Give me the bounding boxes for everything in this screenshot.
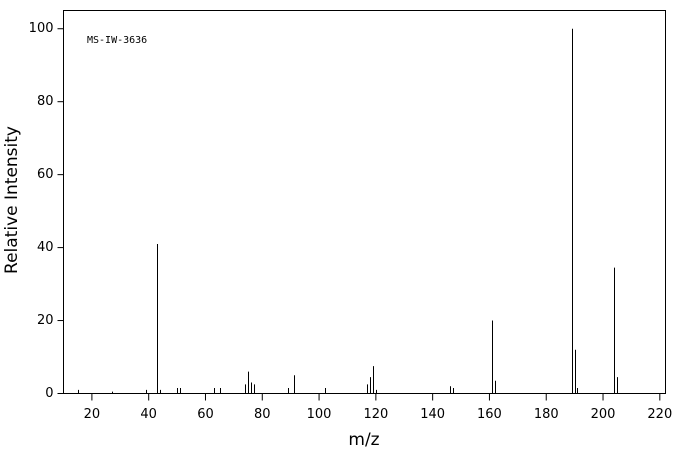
y-tick-label: 60 [37,167,54,182]
x-tick-label: 200 [591,407,616,422]
y-axis-label: Relative Intensity [2,126,22,274]
x-tick-label: 220 [647,407,672,422]
y-tick-label: 80 [37,94,54,109]
x-tick-label: 60 [197,407,214,422]
annotation: MS-IW-3636 [87,35,147,46]
y-tick-label: 20 [37,313,54,328]
y-tick-label: 0 [45,386,53,401]
x-axis-label: m/z [348,430,379,450]
x-tick-label: 20 [84,407,101,422]
x-tick-label: 180 [534,407,559,422]
x-tick-label: 160 [477,407,502,422]
y-tick-label: 100 [29,21,54,36]
y-tick-label: 40 [37,240,54,255]
x-tick-label: 80 [254,407,271,422]
x-tick-label: 40 [140,407,157,422]
plot-frame [63,10,666,394]
x-tick-label: 140 [420,407,445,422]
x-tick-label: 120 [363,407,388,422]
x-tick-label: 100 [307,407,332,422]
